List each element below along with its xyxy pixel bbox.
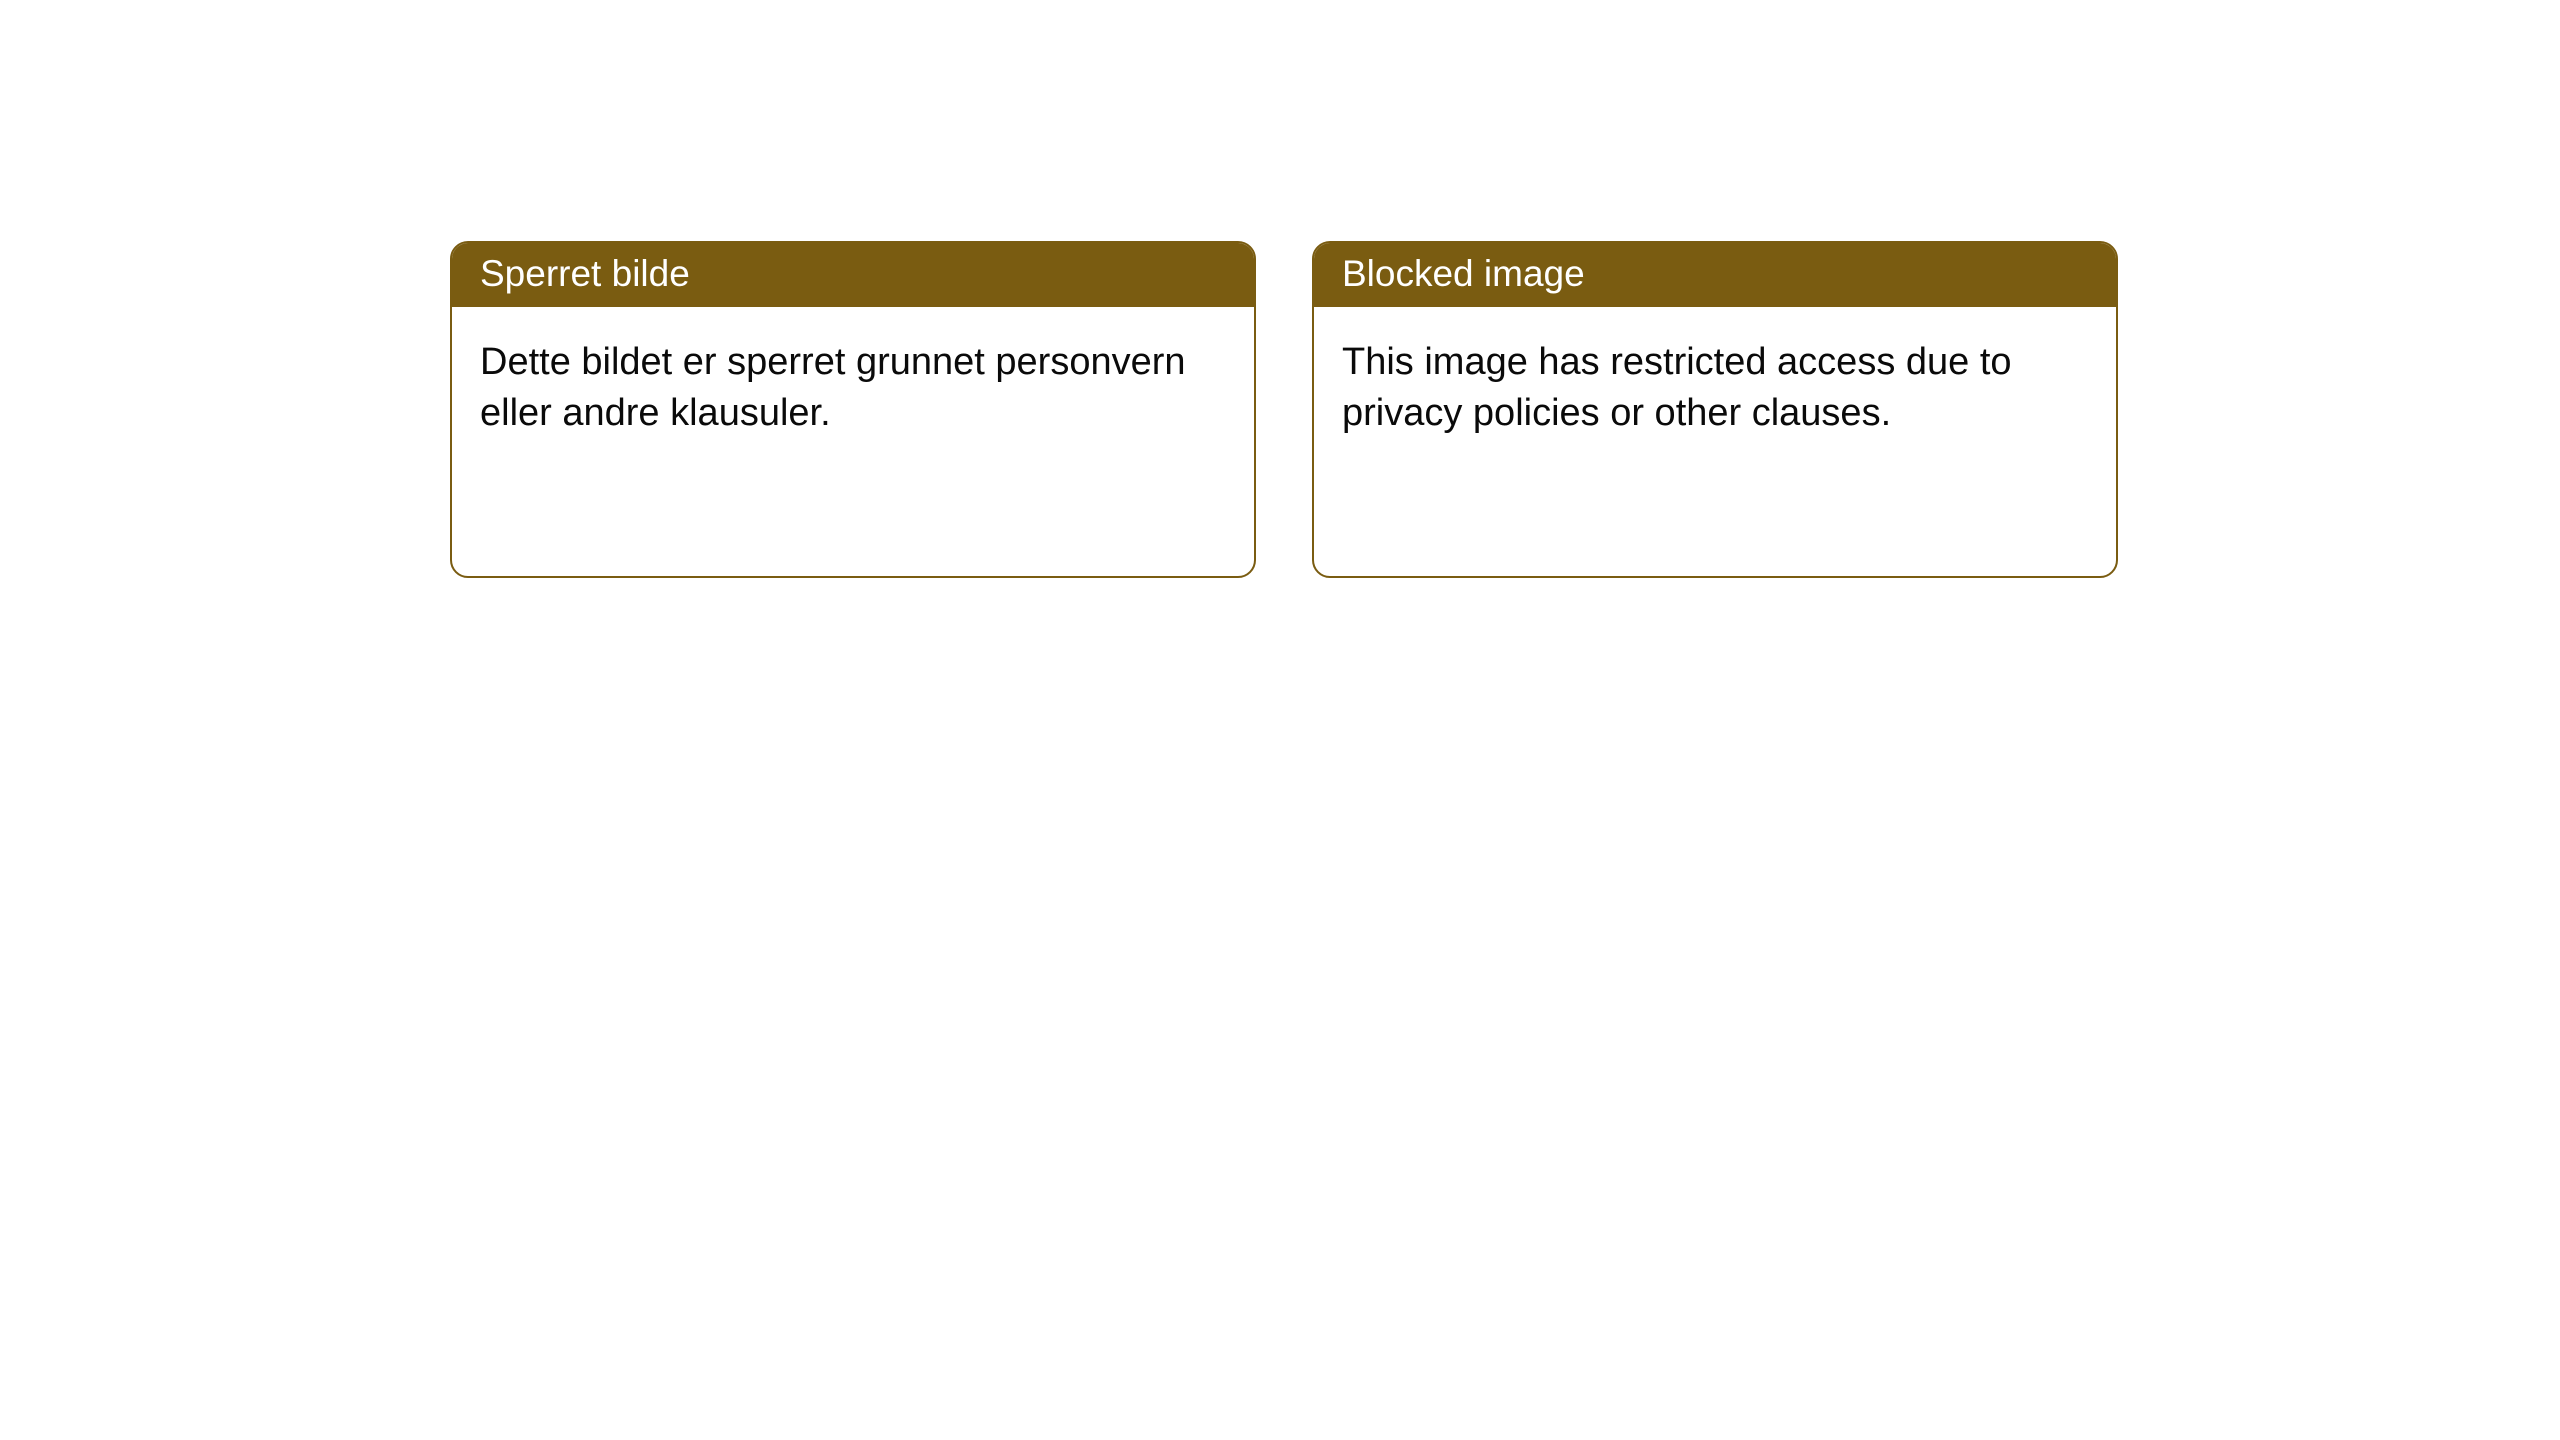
card-title: Blocked image — [1342, 253, 1585, 294]
card-body-text: Dette bildet er sperret grunnet personve… — [480, 341, 1186, 434]
card-body: Dette bildet er sperret grunnet personve… — [452, 307, 1254, 470]
card-header: Blocked image — [1314, 243, 2116, 307]
blocked-image-card-en: Blocked image This image has restricted … — [1312, 241, 2118, 578]
blocked-image-card-no: Sperret bilde Dette bildet er sperret gr… — [450, 241, 1256, 578]
card-body: This image has restricted access due to … — [1314, 307, 2116, 470]
card-header: Sperret bilde — [452, 243, 1254, 307]
card-title: Sperret bilde — [480, 253, 690, 294]
card-body-text: This image has restricted access due to … — [1342, 341, 2012, 434]
notice-cards-container: Sperret bilde Dette bildet er sperret gr… — [450, 241, 2118, 578]
